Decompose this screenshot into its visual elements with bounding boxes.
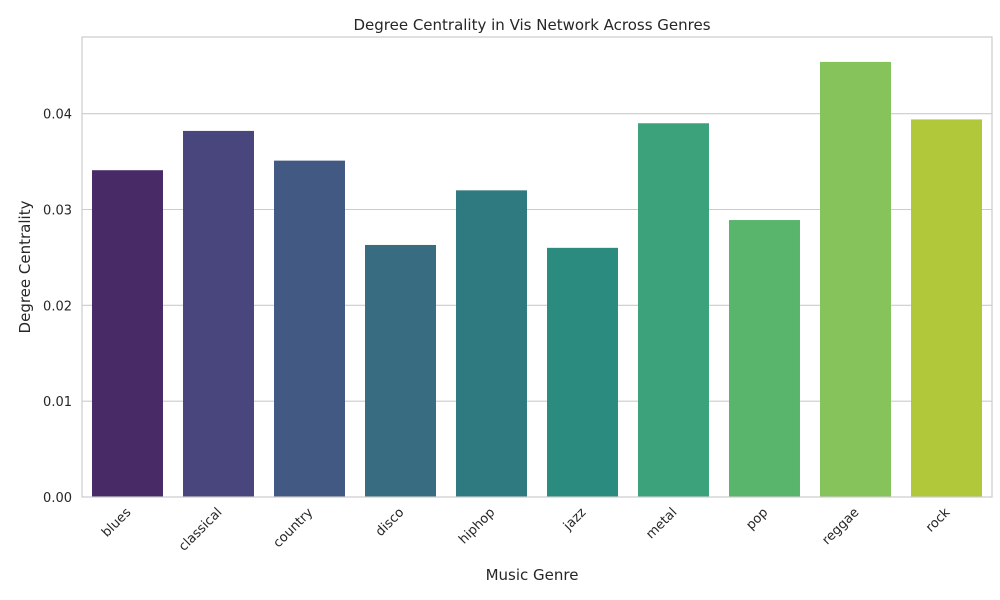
bar-metal (638, 123, 709, 497)
x-axis-label: Music Genre (486, 566, 579, 584)
bar-rock (911, 119, 982, 498)
x-tick-label-rock: rock (923, 505, 954, 536)
x-tick-label-blues: blues (99, 505, 134, 540)
y-tick-label: 0.02 (43, 299, 72, 314)
x-tick-label-pop: pop (743, 505, 771, 533)
x-tick-label-reggae: reggae (820, 505, 863, 548)
y-axis-label: Degree Centrality (16, 200, 34, 333)
x-tick-labels: blues classical country disco hiphop jazz meta… (99, 505, 954, 555)
chart-title: Degree Centrality in Vis Network Across … (353, 16, 710, 34)
plot-frame (81, 36, 993, 498)
y-tick-label: 0.04 (43, 108, 72, 123)
bar-country (274, 160, 345, 497)
bar-classical (183, 130, 254, 497)
bars (92, 61, 982, 498)
x-tick-label-country: country (271, 505, 317, 551)
bar-blues (92, 170, 163, 498)
x-tick-label-disco: disco (373, 505, 407, 539)
x-tick-label-hiphop: hiphop (456, 505, 498, 547)
y-tick-labels: 0.00 0.01 0.02 0.03 0.04 (43, 108, 72, 506)
x-tick-label-metal: metal (643, 505, 680, 542)
bar-pop (729, 220, 800, 497)
bar-disco (365, 244, 436, 497)
x-tick-label-jazz: jazz (560, 505, 589, 534)
y-tick-label: 0.00 (43, 491, 72, 506)
bar-jazz (547, 247, 618, 497)
y-tick-label: 0.01 (43, 395, 72, 410)
bar-hiphop (456, 190, 527, 498)
x-tick-label-classical: classical (176, 505, 225, 554)
y-tick-label: 0.03 (43, 204, 72, 219)
bar-reggae (820, 61, 891, 498)
